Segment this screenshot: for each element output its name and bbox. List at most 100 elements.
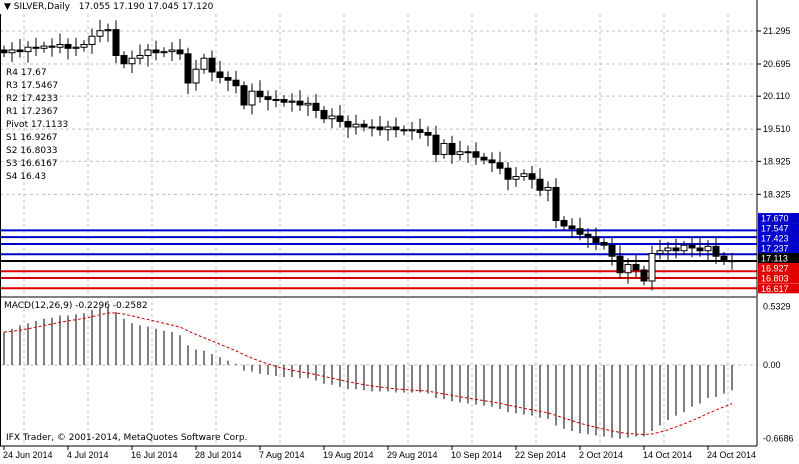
- candle-body: [544, 186, 552, 191]
- candle: [24, 41, 32, 63]
- date-tick-label: 24 Jun 2014: [3, 450, 53, 460]
- candle-body: [592, 236, 600, 243]
- candle-body: [128, 57, 136, 65]
- candle-body: [56, 43, 64, 48]
- candle: [224, 71, 232, 92]
- candle-body: [136, 54, 144, 59]
- pivot-tag-bg: [758, 273, 799, 284]
- pivot-tag-bg: [758, 223, 799, 234]
- candle-body: [480, 156, 488, 161]
- candle: [280, 95, 288, 107]
- pivot-legend-r2: R2 17.4233: [6, 94, 59, 104]
- candle: [152, 40, 160, 61]
- pivot-tag-label: 16.617: [761, 284, 789, 294]
- pivot-legend-pivot: Pivot 17.1133: [6, 120, 69, 130]
- candle-body: [464, 151, 472, 154]
- macd-tick-label: 0.00: [763, 360, 781, 370]
- pivot-tag-bg: [758, 213, 799, 224]
- candle: [336, 104, 344, 128]
- candle: [216, 60, 224, 84]
- pivot-tag-label: 17.113: [761, 254, 788, 264]
- date-tick-label: 19 Aug 2014: [323, 450, 374, 460]
- pivot-legend-r1: R1 17.2367: [6, 107, 59, 117]
- candle-body: [488, 159, 496, 164]
- copyright-text: IFX Trader, © 2001-2014, MetaQuotes Soft…: [6, 433, 248, 443]
- candle-body: [104, 29, 112, 32]
- candle-body: [680, 244, 688, 252]
- candle-body: [264, 96, 272, 100]
- pivot-tag-label: 17.670: [761, 214, 789, 224]
- candle: [584, 228, 592, 248]
- candle: [136, 44, 144, 65]
- candle-body: [376, 126, 384, 131]
- candle-body: [64, 43, 72, 49]
- candle: [552, 178, 560, 229]
- candle-body: [16, 49, 24, 53]
- candle: [480, 152, 488, 165]
- candle-body: [568, 225, 576, 230]
- candle-body: [408, 129, 416, 132]
- candle: [416, 118, 424, 139]
- candle: [512, 167, 520, 187]
- candle: [288, 93, 296, 112]
- symbol-dropdown-icon[interactable]: ▼: [4, 2, 11, 12]
- candle-body: [352, 123, 360, 128]
- candle: [424, 126, 432, 147]
- candle: [56, 33, 64, 54]
- candle: [72, 37, 80, 57]
- pivot-legend: R4 17.67 R3 17.5467 R2 17.4233 R1 17.2367 Pi…: [6, 67, 68, 184]
- price-tick-label: 19.510: [763, 124, 791, 134]
- candle: [248, 83, 256, 115]
- date-tick-label: 4 Jul 2014: [67, 450, 109, 460]
- candle-body: [88, 35, 96, 45]
- candle: [320, 106, 328, 124]
- candle-body: [296, 100, 304, 106]
- macd-tick-label: -0.6686: [763, 434, 794, 444]
- candle-body: [152, 49, 160, 54]
- price-tick-label: 18.925: [763, 156, 791, 166]
- candle: [696, 236, 704, 257]
- candle-body: [8, 49, 16, 54]
- candle: [680, 240, 688, 256]
- candle: [304, 97, 312, 116]
- candle-body: [440, 142, 448, 155]
- candle: [168, 42, 176, 61]
- candle: [488, 152, 496, 173]
- candle: [80, 40, 88, 52]
- candle-body: [584, 233, 592, 238]
- candle-body: [384, 126, 392, 131]
- candle-body: [664, 247, 672, 252]
- candle: [64, 38, 72, 60]
- candle: [272, 90, 280, 108]
- candle-body: [728, 260, 736, 263]
- candle-body: [656, 250, 664, 254]
- candle: [208, 50, 216, 82]
- candle-body: [304, 102, 312, 106]
- candle: [720, 251, 728, 266]
- candle: [648, 245, 656, 291]
- candle-body: [552, 186, 560, 221]
- candle-body: [112, 29, 120, 56]
- pivot-tag-label: 16.927: [761, 264, 789, 274]
- candle-body: [168, 49, 176, 53]
- candle: [48, 38, 56, 57]
- macd-signal-line: [3, 312, 733, 436]
- date-tick-label: 29 Aug 2014: [387, 450, 438, 460]
- price-tick-label: 20.110: [763, 91, 790, 101]
- candle-body: [416, 129, 424, 133]
- candle-body: [456, 151, 464, 155]
- candle-body: [600, 241, 608, 246]
- candle-body: [528, 173, 536, 180]
- candle-body: [280, 98, 288, 103]
- candle-body: [536, 178, 544, 191]
- candle-body: [360, 123, 368, 128]
- candle-body: [632, 263, 640, 271]
- candle: [296, 90, 304, 112]
- candle: [112, 20, 120, 64]
- candle-body: [144, 49, 152, 56]
- candle-body: [504, 167, 512, 180]
- candle-body: [432, 134, 440, 155]
- candle: [664, 241, 672, 262]
- candle: [472, 142, 480, 165]
